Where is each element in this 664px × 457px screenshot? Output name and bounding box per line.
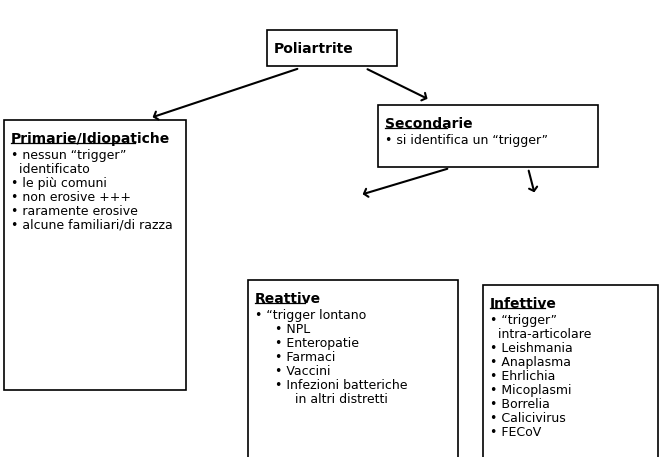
Text: identificato: identificato: [11, 163, 90, 176]
Bar: [248, 280, 458, 457]
Text: • Enteropatie: • Enteropatie: [255, 337, 359, 350]
Text: in altri distretti: in altri distretti: [255, 393, 388, 406]
Text: • nessun “trigger”: • nessun “trigger”: [11, 149, 126, 162]
Text: • Anaplasma: • Anaplasma: [489, 356, 570, 369]
Bar: [267, 30, 397, 66]
Text: • Borrelia: • Borrelia: [489, 398, 549, 411]
Bar: [4, 120, 186, 390]
Text: • “trigger”: • “trigger”: [489, 314, 556, 327]
Text: • alcune familiari/di razza: • alcune familiari/di razza: [11, 219, 173, 232]
Text: Primarie/Idiopatiche: Primarie/Idiopatiche: [11, 132, 170, 146]
Text: Reattive: Reattive: [255, 292, 321, 306]
Text: • Calicivirus: • Calicivirus: [489, 412, 565, 425]
Bar: [378, 105, 598, 167]
Text: • Infezioni batteriche: • Infezioni batteriche: [255, 379, 408, 392]
Text: • le più comuni: • le più comuni: [11, 177, 107, 190]
Text: • Ehrlichia: • Ehrlichia: [489, 370, 555, 383]
Text: Poliartrite: Poliartrite: [274, 42, 354, 56]
Text: • NPL: • NPL: [255, 323, 310, 336]
Text: • FECoV: • FECoV: [489, 425, 540, 439]
Text: • Vaccini: • Vaccini: [255, 365, 331, 378]
Text: • Leishmania: • Leishmania: [489, 342, 572, 355]
Text: intra-articolare: intra-articolare: [489, 328, 591, 341]
Text: • Farmaci: • Farmaci: [255, 351, 335, 364]
Bar: [483, 285, 657, 457]
Text: • non erosive +++: • non erosive +++: [11, 191, 131, 204]
Text: • si identifica un “trigger”: • si identifica un “trigger”: [385, 134, 548, 147]
Text: Secondarie: Secondarie: [385, 117, 473, 131]
Text: • raramente erosive: • raramente erosive: [11, 205, 138, 218]
Text: Infettive: Infettive: [489, 297, 556, 311]
Text: • “trigger lontano: • “trigger lontano: [255, 309, 367, 322]
Text: • Micoplasmi: • Micoplasmi: [489, 384, 571, 397]
